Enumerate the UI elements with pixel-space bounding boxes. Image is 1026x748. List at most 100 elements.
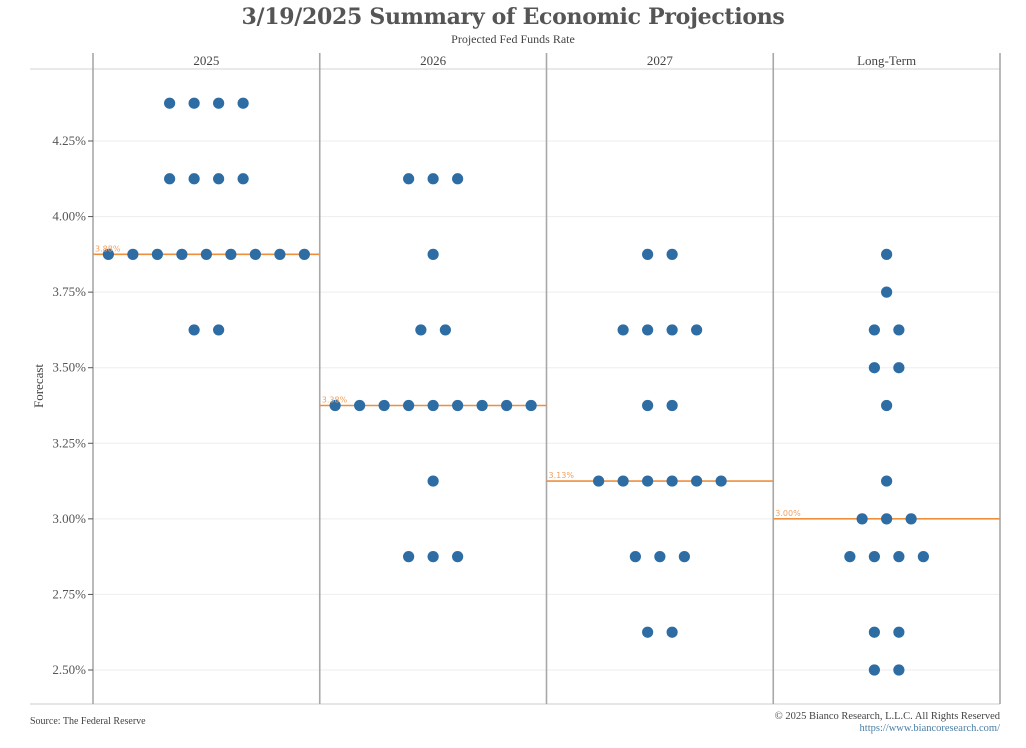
dot-point xyxy=(452,173,464,185)
panels: 2025 3.88% 2026 3.38% 2027 3.13% Long-Term 3.00… xyxy=(93,53,1000,676)
panel-2026: 2026 3.38% xyxy=(319,53,547,563)
dot-point xyxy=(629,551,641,563)
dot-point xyxy=(164,97,176,109)
dot-point xyxy=(354,399,366,412)
copyright-block: © 2025 Bianco Research, L.L.C. All Right… xyxy=(775,711,1000,735)
panel-2025: 2025 3.88% xyxy=(93,53,320,336)
dot-point xyxy=(127,248,139,260)
panel-2027: 2027 3.13% xyxy=(546,53,774,638)
dot-point xyxy=(642,324,654,336)
dot-point xyxy=(905,513,917,525)
dot-point xyxy=(844,551,856,563)
dot-point xyxy=(525,399,537,412)
panel-long-term: Long-Term 3.00% xyxy=(773,53,1000,676)
dot-point xyxy=(249,248,261,260)
dot-point xyxy=(476,399,488,412)
dot-point xyxy=(213,173,225,185)
y-axis: Forecast 2.50% 2.75% 3.00% 3.25% 3.50% 3.75% 4… xyxy=(31,133,93,677)
dot-point xyxy=(151,248,163,260)
dot-point xyxy=(715,475,727,487)
dot-point xyxy=(403,399,415,412)
panel-header: Long-Term xyxy=(857,53,916,68)
dot-point xyxy=(617,475,629,487)
dot-point xyxy=(893,626,905,638)
dot-point xyxy=(881,513,893,525)
dot-point xyxy=(188,97,200,109)
median-label: 3.00% xyxy=(775,509,801,518)
dot-point xyxy=(893,362,905,374)
dot-point xyxy=(893,324,905,336)
dot-point xyxy=(427,173,439,185)
dot-point xyxy=(881,399,893,412)
dot-point xyxy=(213,324,225,336)
dot-point xyxy=(642,475,654,487)
dot-point xyxy=(200,248,212,260)
y-tick-label: 3.25% xyxy=(52,435,86,450)
dot-point xyxy=(868,362,880,374)
dot-point xyxy=(856,513,868,525)
dot-point xyxy=(501,399,513,412)
dot-point xyxy=(881,248,893,260)
y-tick-label: 2.50% xyxy=(52,662,86,677)
dot-point xyxy=(678,551,690,563)
website-link[interactable]: https://www.biancoresearch.com/ xyxy=(859,723,1000,734)
dot-point xyxy=(452,399,464,412)
source-note: Source: The Federal Reserve xyxy=(30,716,146,727)
dot-point xyxy=(378,399,390,412)
panel-header: 2027 xyxy=(647,53,674,68)
dot-point xyxy=(188,173,200,185)
median-label: 3.13% xyxy=(549,471,575,480)
y-tick-label: 3.00% xyxy=(52,511,86,526)
dot-point xyxy=(415,324,427,336)
dot-point xyxy=(298,248,310,260)
dot-point xyxy=(427,551,439,563)
y-tick-label: 4.00% xyxy=(52,209,86,224)
dot-point xyxy=(593,475,605,487)
dot-point xyxy=(666,324,678,336)
dot-point xyxy=(642,626,654,638)
dot-point xyxy=(881,286,893,298)
dot-point xyxy=(868,626,880,638)
chart-frame xyxy=(30,53,1001,705)
median-label: 3.38% xyxy=(322,396,348,405)
dot-point xyxy=(893,664,905,676)
chart-subtitle: Projected Fed Funds Rate xyxy=(451,32,575,46)
dot-point xyxy=(452,551,464,563)
dot-point xyxy=(691,475,703,487)
dot-point xyxy=(427,248,439,260)
dot-point xyxy=(188,324,200,336)
dot-point xyxy=(274,248,286,260)
dot-point xyxy=(666,626,678,638)
dot-point xyxy=(666,248,678,260)
y-tick-label: 4.25% xyxy=(52,133,86,148)
dot-point xyxy=(868,551,880,563)
copyright-text: © 2025 Bianco Research, L.L.C. All Right… xyxy=(774,711,1000,722)
dot-point xyxy=(666,475,678,487)
dot-point xyxy=(654,551,666,563)
dot-point xyxy=(617,324,629,336)
median-label: 3.88% xyxy=(95,244,121,253)
dot-point xyxy=(666,399,678,412)
dot-point xyxy=(237,173,249,185)
dot-point xyxy=(868,664,880,676)
dot-point xyxy=(427,475,439,487)
chart-title: 3/19/2025 Summary of Economic Projection… xyxy=(241,4,785,30)
dot-point xyxy=(439,324,451,336)
dot-point xyxy=(868,324,880,336)
dot-point xyxy=(642,399,654,412)
dot-point xyxy=(917,551,929,563)
dot-point xyxy=(102,248,114,260)
dot-point xyxy=(642,248,654,260)
dot-point xyxy=(213,97,225,109)
dot-point xyxy=(176,248,188,260)
dot-point xyxy=(164,173,176,185)
y-tick-label: 3.50% xyxy=(52,360,86,375)
dot-point xyxy=(237,97,249,109)
dot-point xyxy=(329,399,341,412)
dot-point xyxy=(403,173,415,185)
dot-point xyxy=(403,551,415,563)
y-tick-label: 2.75% xyxy=(52,586,86,601)
dot-point xyxy=(881,475,893,487)
panel-header: 2026 xyxy=(420,53,447,68)
